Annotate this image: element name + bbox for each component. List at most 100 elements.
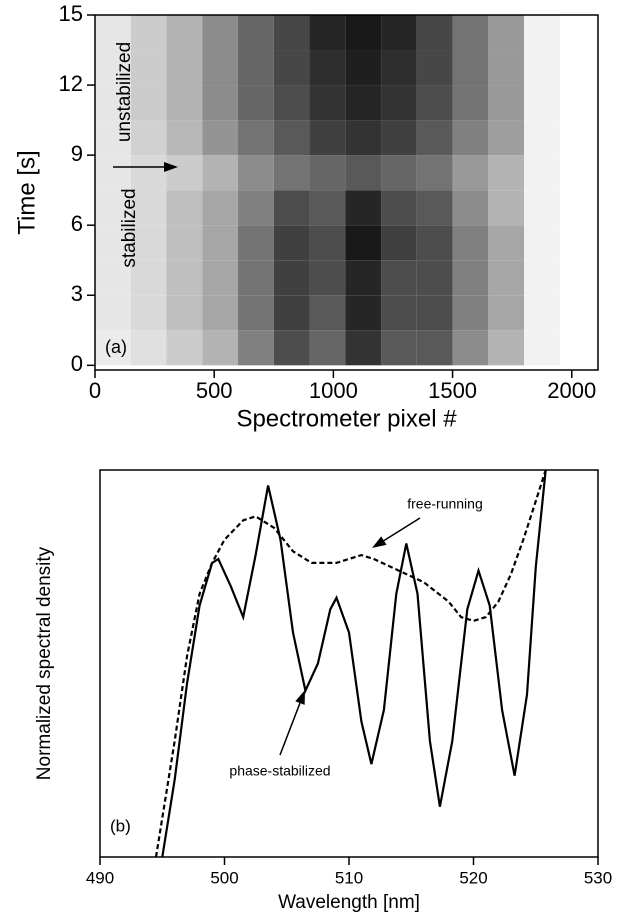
y-tick-label: 0 xyxy=(71,351,83,376)
heatmap-cell xyxy=(95,120,131,156)
heatmap-cell xyxy=(452,260,489,296)
heatmap-cell xyxy=(559,190,596,226)
heatmap-cell xyxy=(345,155,382,191)
heatmap-cell xyxy=(273,190,310,226)
heatmap-cell xyxy=(273,260,310,296)
heatmap-cell xyxy=(452,85,489,121)
heatmap-cell xyxy=(524,120,560,156)
heatmap-cell xyxy=(309,190,346,226)
heatmap-cell xyxy=(488,15,525,51)
heatmap-cell xyxy=(238,50,274,86)
series-line xyxy=(161,470,547,857)
heatmap-cell xyxy=(273,295,310,331)
heatmap-cell xyxy=(238,15,274,51)
heatmap-cell xyxy=(166,155,203,191)
heatmap-cell xyxy=(273,120,310,156)
heatmap-cell xyxy=(130,260,167,296)
heatmap-cell xyxy=(130,295,167,331)
heatmap-cell xyxy=(238,225,274,261)
heatmap-cell xyxy=(488,330,525,366)
heatmap-cell xyxy=(273,85,310,121)
heatmap-cell xyxy=(309,225,346,261)
heatmap-cell xyxy=(381,155,417,191)
heatmap-cell xyxy=(202,295,239,331)
y-tick-label: 15 xyxy=(59,1,83,26)
heatmap-cell xyxy=(95,85,131,121)
panel-label: (a) xyxy=(105,337,127,357)
x-tick-label: 500 xyxy=(210,868,238,887)
heatmap-cell xyxy=(238,120,274,156)
heatmap-cell xyxy=(95,225,131,261)
heatmap-cell xyxy=(273,225,310,261)
annotation: unstabilized xyxy=(114,42,135,142)
heatmap-cell xyxy=(202,50,239,86)
x-tick-label: 510 xyxy=(335,868,363,887)
heatmap-cell xyxy=(238,85,274,121)
x-tick-label: 530 xyxy=(584,868,612,887)
heatmap-cell xyxy=(273,50,310,86)
heatmap-cell xyxy=(488,225,525,261)
heatmap-cell xyxy=(416,190,453,226)
heatmap-cell xyxy=(202,15,239,51)
y-tick-label: 3 xyxy=(71,281,83,306)
heatmap-cell xyxy=(95,295,131,331)
heatmap-cell xyxy=(559,155,596,191)
heatmap-cell xyxy=(95,260,131,296)
arrow-head xyxy=(372,536,387,548)
heatmap-cell xyxy=(452,190,489,226)
plot-frame xyxy=(99,469,599,858)
heatmap-cell xyxy=(309,50,346,86)
heatmap-cell xyxy=(238,190,274,226)
heatmap-cell xyxy=(559,225,596,261)
series-label: free-running xyxy=(407,496,483,512)
heatmap-cell xyxy=(416,120,453,156)
heatmap-cell xyxy=(559,295,596,331)
heatmap-cell xyxy=(524,260,560,296)
heatmap-cell xyxy=(238,295,274,331)
heatmap-cell xyxy=(309,120,346,156)
heatmap-cell xyxy=(345,85,382,121)
heatmap-cell xyxy=(381,120,417,156)
y-axis-title: Normalized spectral density xyxy=(34,546,55,780)
heatmap-cell xyxy=(381,330,417,366)
heatmap-cell xyxy=(452,225,489,261)
heatmap-cell xyxy=(381,295,417,331)
x-tick-label: 490 xyxy=(86,868,114,887)
heatmap-cell xyxy=(345,50,382,86)
heatmap-cell xyxy=(95,190,131,226)
heatmap-cell xyxy=(381,50,417,86)
heatmap-cell xyxy=(130,190,167,226)
heatmap-cell xyxy=(130,225,167,261)
heatmap-cell xyxy=(416,225,453,261)
y-tick-label: 12 xyxy=(59,71,83,96)
heatmap-cell xyxy=(238,155,274,191)
heatmap-cell xyxy=(238,260,274,296)
heatmap-cell xyxy=(381,15,417,51)
heatmap-cell xyxy=(273,155,310,191)
heatmap-cell xyxy=(166,295,203,331)
heatmap-cell xyxy=(452,50,489,86)
x-axis-title: Wavelength [nm] xyxy=(278,892,420,913)
y-axis-title: Time [s] xyxy=(13,150,40,234)
heatmap-cell xyxy=(524,85,560,121)
heatmap-cell xyxy=(130,85,167,121)
heatmap-cell xyxy=(345,330,382,366)
heatmap-cell xyxy=(381,225,417,261)
heatmap-cell xyxy=(559,330,596,366)
heatmap-cell xyxy=(452,295,489,331)
heatmap-cell xyxy=(166,15,203,51)
heatmap-cell xyxy=(130,155,167,191)
heatmap-cell xyxy=(202,225,239,261)
heatmap-cell xyxy=(95,50,131,86)
heatmap-cell xyxy=(166,225,203,261)
x-tick-label: 500 xyxy=(196,378,233,403)
heatmap-cell xyxy=(130,330,167,366)
heatmap-cell xyxy=(345,295,382,331)
heatmap-cell xyxy=(381,85,417,121)
heatmap-cell xyxy=(202,190,239,226)
heatmap-cell xyxy=(524,225,560,261)
series-label: phase-stabilized xyxy=(229,763,330,779)
heatmap-cell xyxy=(345,225,382,261)
